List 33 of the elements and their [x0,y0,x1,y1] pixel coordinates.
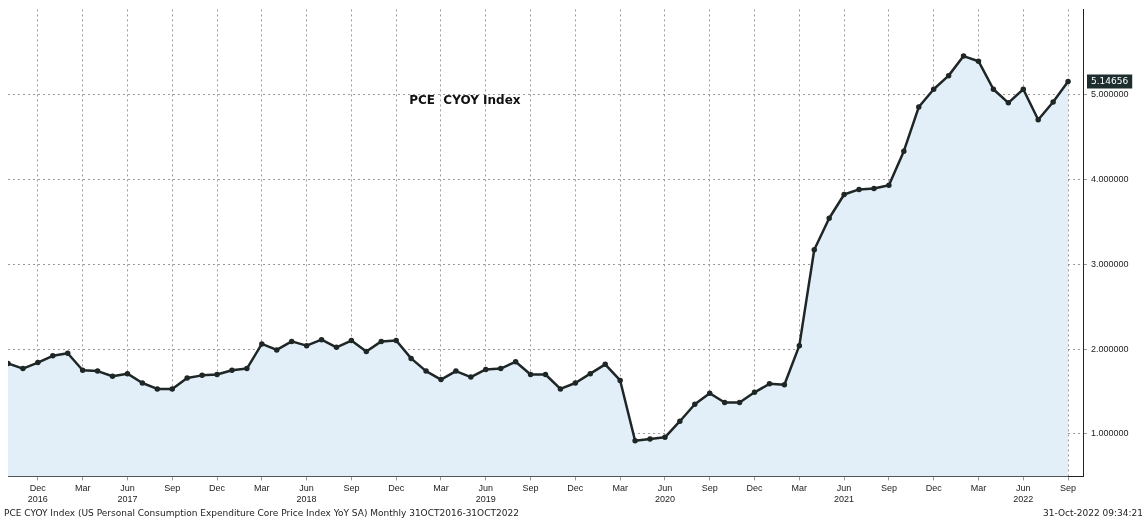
text: PCE CYOY Index (US Personal Consumption Expenditure Core Price Index YoY SA) Monthly 31OCT2016-31OCT2022 [4,508,519,518]
annotation: 5.14656 [1091,75,1129,86]
y-tick-label: 2.000000 [1091,343,1129,354]
x-tick-label: Jun 2018 [296,483,317,505]
x-tick-label: Dec [209,483,226,494]
y-tick-label: 4.000000 [1091,173,1129,184]
y-tick-label: 1.000000 [1091,428,1129,439]
y-tick-label: 5.000000 [1091,88,1129,99]
text: PCE CYOY Index [409,93,521,108]
x-tick-label: Jun 2019 [475,483,496,505]
x-tick-label: Sep [701,483,718,494]
x-tick-label: Mar [791,483,808,494]
y-tick-label: 3.000000 [1091,258,1129,269]
x-tick-label: Sep [880,483,897,494]
x-tick-label: Jun 2021 [834,483,855,505]
x-tick-label: Sep [343,483,360,494]
x-tick-label: Dec [925,483,943,494]
x-tick-label: Sep [164,483,181,494]
x-tick-label: Mar [254,483,270,494]
text: 31-Oct-2022 09:34:21 [1043,508,1143,518]
x-tick-label: Sep [1060,483,1077,494]
x-tick-label: Dec [388,483,405,494]
x-tick-label: Mar [433,483,449,494]
x-tick-label: Jun 2017 [117,483,138,505]
x-tick-label: Jun 2020 [654,483,675,505]
x-tick-label: Sep [522,483,539,494]
x-tick-label: Jun 2022 [1013,483,1034,505]
x-tick-label: Dec 2016 [27,483,48,505]
x-tick-label: Dec [746,483,764,494]
x-tick-label: Mar [612,483,628,494]
x-tick-label: Dec [567,483,584,494]
x-tick-label: Mar [74,483,91,494]
x-tick-label: Mar [970,483,987,494]
